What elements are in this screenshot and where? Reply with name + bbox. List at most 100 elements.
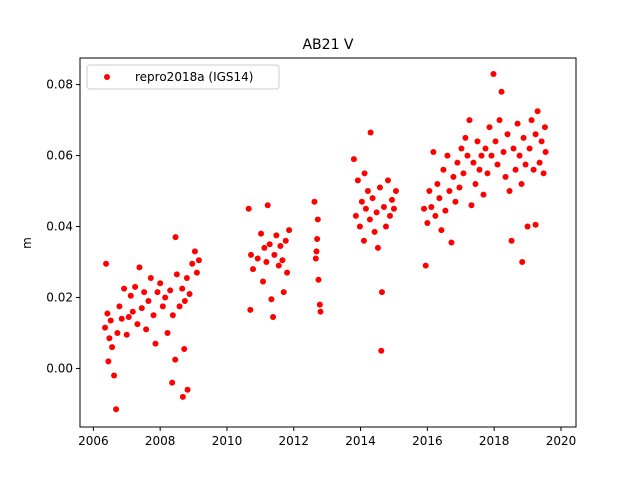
y-axis-ticks: 0.00 0.02 0.04 0.06 0.08 (46, 78, 80, 375)
data-point (358, 198, 365, 205)
x-tick-label: 2006 (78, 434, 109, 448)
data-point (354, 177, 361, 184)
data-point (157, 280, 164, 287)
data-point (245, 205, 252, 212)
data-point (444, 152, 451, 159)
x-tick-label: 2014 (345, 434, 376, 448)
data-point (279, 257, 286, 264)
data-point (364, 188, 371, 195)
data-point (159, 303, 166, 310)
data-point (530, 166, 537, 173)
data-point (176, 303, 183, 310)
x-axis-ticks: 2006 2008 2010 2012 2014 2016 2018 2020 (78, 427, 576, 448)
data-point (516, 152, 523, 159)
data-point (422, 262, 429, 269)
data-point (438, 227, 445, 234)
data-point (150, 312, 157, 319)
data-point (524, 223, 531, 230)
data-point (448, 239, 455, 246)
data-point (350, 156, 357, 163)
chart-title: AB21 V (302, 37, 353, 53)
data-point (186, 290, 193, 297)
data-point (498, 88, 505, 95)
data-point (452, 198, 459, 205)
data-point (273, 232, 280, 239)
x-tick-label: 2020 (546, 434, 577, 448)
data-point (369, 195, 376, 202)
data-point (250, 266, 257, 273)
data-point (316, 301, 323, 308)
data-point (264, 202, 271, 209)
data-point (282, 237, 289, 244)
data-point (104, 310, 111, 317)
data-point (179, 285, 186, 292)
data-point (184, 386, 191, 393)
data-point (193, 269, 200, 276)
data-point (474, 138, 481, 145)
data-point (138, 305, 145, 312)
x-tick-label: 2012 (278, 434, 309, 448)
data-point (456, 184, 463, 191)
data-point (494, 161, 501, 168)
data-point (191, 248, 198, 255)
data-point (248, 251, 255, 258)
data-point (366, 216, 373, 223)
data-point (482, 145, 489, 152)
x-tick-label: 2018 (479, 434, 510, 448)
data-point (528, 117, 535, 124)
data-point (125, 314, 132, 321)
data-point (478, 152, 485, 159)
data-point (380, 204, 387, 211)
data-point (277, 243, 284, 250)
data-point (268, 296, 275, 303)
data-point (508, 237, 515, 244)
data-point (421, 205, 428, 212)
data-point (520, 134, 527, 141)
data-point (179, 393, 186, 400)
data-point (534, 108, 541, 115)
data-point (488, 152, 495, 159)
x-tick-label: 2008 (145, 434, 176, 448)
data-point (510, 145, 517, 152)
data-point (312, 255, 319, 262)
data-point (172, 356, 179, 363)
data-point (362, 205, 369, 212)
y-tick-label: 0.06 (46, 149, 73, 163)
data-point (514, 120, 521, 127)
data-point (121, 285, 128, 292)
data-point (454, 159, 461, 166)
data-point (376, 184, 383, 191)
data-point (136, 264, 143, 271)
data-point (129, 308, 136, 315)
data-point (311, 198, 318, 205)
data-point (378, 347, 385, 354)
data-point (436, 195, 443, 202)
data-point (261, 244, 268, 251)
data-point (373, 209, 380, 216)
data-point (541, 124, 548, 131)
data-point (426, 188, 433, 195)
data-point (470, 159, 477, 166)
data-point (143, 326, 150, 333)
data-point (181, 345, 188, 352)
data-point (500, 149, 507, 156)
data-point (504, 131, 511, 138)
data-point (127, 292, 134, 299)
data-point (502, 173, 509, 180)
data-point (106, 335, 113, 342)
data-point (490, 70, 497, 77)
data-point (145, 298, 152, 305)
data-point (109, 344, 116, 351)
data-point (532, 131, 539, 138)
data-point (254, 255, 261, 262)
data-point (183, 274, 190, 281)
data-point (450, 173, 457, 180)
data-point (382, 223, 389, 230)
data-point (512, 166, 519, 173)
data-point (442, 207, 449, 214)
data-point (476, 166, 483, 173)
x-tick-label: 2010 (212, 434, 243, 448)
data-point (352, 212, 359, 219)
data-point (468, 202, 475, 209)
